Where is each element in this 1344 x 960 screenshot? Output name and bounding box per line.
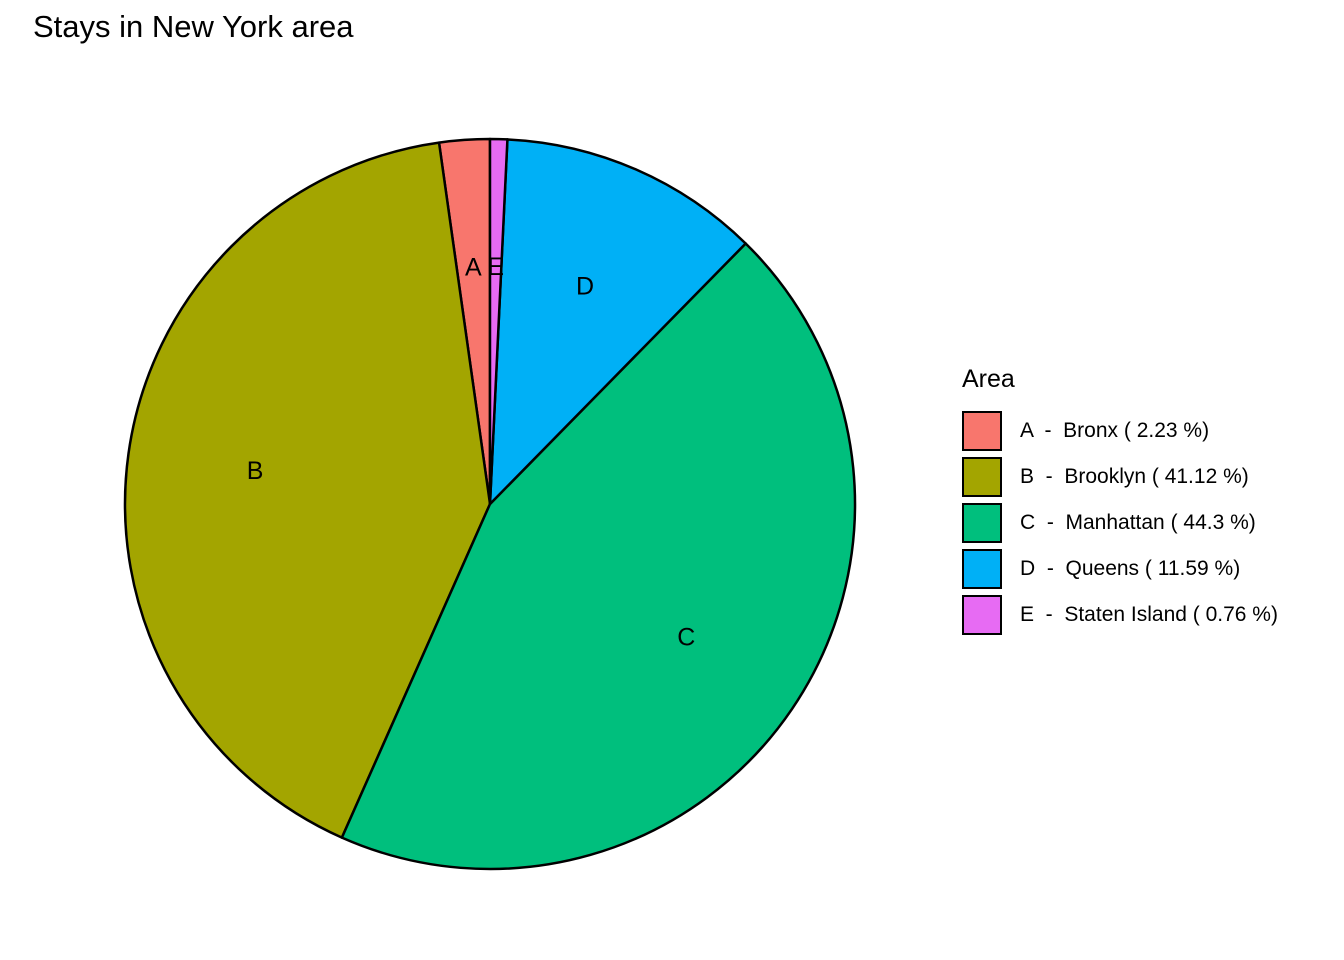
slice-label-e: E: [487, 253, 504, 281]
legend-label: D - Queens ( 11.59 %): [1020, 557, 1241, 580]
legend-swatch: [962, 503, 1002, 543]
pie-slice-b: [123, 141, 492, 839]
pie-slices: [123, 137, 857, 871]
pie-slice-labels: A B C D E: [247, 253, 696, 652]
legend-items: A - Bronx ( 2.23 %) B - Brooklyn ( 41.12 …: [962, 408, 1278, 638]
slice-label-b: B: [247, 457, 264, 485]
legend-swatch: [962, 411, 1002, 451]
chart-title: Stays in New York area: [33, 9, 354, 44]
pie-slice-d: [488, 138, 747, 506]
legend-item-a: A - Bronx ( 2.23 %): [962, 408, 1278, 454]
pie-slice-c: [340, 242, 857, 871]
slice-label-d: D: [576, 273, 594, 301]
legend: Area A - Bronx ( 2.23 %) B - Brooklyn ( 4…: [962, 365, 1278, 638]
legend-item-d: D - Queens ( 11.59 %): [962, 546, 1278, 592]
legend-swatch: [962, 595, 1002, 635]
legend-item-c: C - Manhattan ( 44.3 %): [962, 500, 1278, 546]
legend-title: Area: [962, 365, 1015, 393]
legend-swatch: [962, 457, 1002, 497]
legend-label: A - Bronx ( 2.23 %): [1020, 419, 1210, 442]
legend-swatch: [962, 549, 1002, 589]
legend-label: C - Manhattan ( 44.3 %): [1020, 511, 1256, 534]
legend-item-b: B - Brooklyn ( 41.12 %): [962, 454, 1278, 500]
legend-label: E - Staten Island ( 0.76 %): [1020, 603, 1278, 626]
slice-label-c: C: [677, 623, 695, 651]
pie-slice-e: [488, 137, 509, 506]
slice-label-a: A: [465, 253, 482, 281]
legend-item-e: E - Staten Island ( 0.76 %): [962, 592, 1278, 638]
legend-label: B - Brooklyn ( 41.12 %): [1020, 465, 1249, 488]
